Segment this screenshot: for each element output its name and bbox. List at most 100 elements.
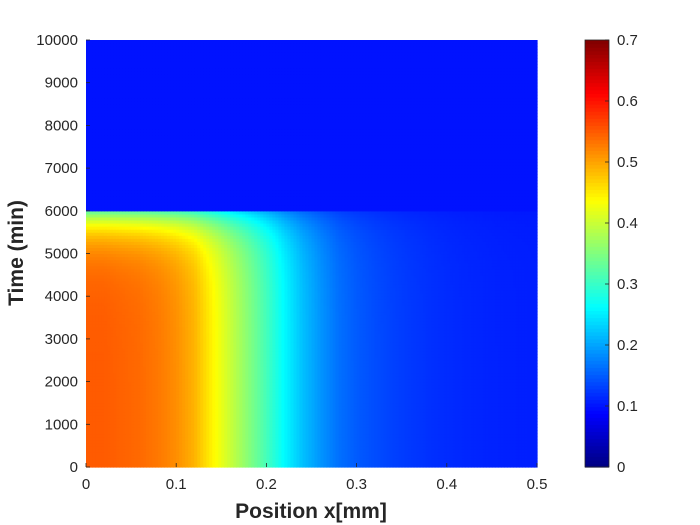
heatmap-cell — [113, 451, 117, 456]
heatmap-cell — [404, 460, 409, 465]
heatmap-cell — [347, 436, 352, 441]
heatmap-cell — [512, 433, 517, 438]
heatmap-cell — [449, 433, 454, 438]
heatmap-cell — [119, 384, 123, 389]
heatmap-cell — [137, 396, 141, 401]
heatmap-cell — [449, 436, 454, 441]
heatmap-cell — [491, 433, 496, 438]
heatmap-cell — [101, 393, 105, 398]
heatmap-cell — [215, 448, 219, 453]
heatmap-cell — [86, 427, 90, 431]
heatmap-cell — [530, 402, 535, 407]
heatmap-cell — [443, 421, 448, 425]
heatmap-cell — [125, 451, 129, 456]
heatmap-cell — [236, 427, 240, 431]
heatmap-cell — [128, 390, 132, 395]
heatmap-cell — [476, 412, 481, 416]
heatmap-cell — [251, 409, 255, 413]
heatmap-cell — [116, 433, 120, 438]
heatmap-cell — [278, 406, 283, 410]
heatmap-cell — [218, 412, 222, 416]
heatmap-cell — [197, 427, 201, 431]
heatmap-cell — [422, 415, 427, 419]
heatmap-cell — [269, 448, 274, 453]
heatmap-cell — [98, 451, 102, 456]
heatmap-cell — [272, 396, 277, 401]
heatmap-cell — [110, 427, 114, 431]
heatmap-cell — [497, 454, 502, 459]
heatmap-cell — [491, 402, 496, 407]
heatmap-cell — [464, 418, 469, 422]
heatmap-cell — [434, 451, 439, 456]
heatmap-cell — [476, 430, 481, 435]
heatmap-cell — [476, 421, 481, 425]
heatmap-cell — [161, 427, 165, 431]
heatmap-cell — [263, 393, 267, 398]
heatmap-cell — [404, 424, 409, 428]
heatmap-cell — [359, 387, 364, 392]
heatmap-cell — [530, 387, 535, 392]
heatmap-cell — [401, 445, 406, 450]
heatmap-cell — [89, 415, 93, 419]
heatmap-cell — [413, 445, 418, 450]
heatmap-cell — [176, 427, 180, 431]
heatmap-cell — [332, 393, 337, 398]
heatmap-cell — [284, 415, 289, 419]
heatmap-cell — [443, 412, 448, 416]
heatmap-cell — [347, 406, 352, 410]
heatmap-cell — [125, 399, 129, 404]
heatmap-cell — [218, 430, 222, 435]
heatmap-cell — [284, 387, 289, 392]
heatmap-cell — [128, 430, 132, 435]
heatmap-cell — [407, 439, 412, 444]
heatmap-cell — [179, 427, 183, 431]
heatmap-cell — [224, 427, 228, 431]
heatmap-cell — [404, 436, 409, 441]
heatmap-cell — [407, 424, 412, 428]
heatmap-cell — [134, 402, 138, 407]
heatmap-cell — [509, 427, 514, 431]
heatmap-cell — [341, 402, 346, 407]
heatmap-cell — [479, 436, 484, 441]
heatmap-cell — [233, 402, 237, 407]
heatmap-cell — [206, 436, 210, 441]
heatmap-cell — [521, 390, 526, 395]
heatmap-cell — [437, 406, 442, 410]
heatmap-cell — [485, 433, 490, 438]
heatmap-cell — [134, 433, 138, 438]
heatmap-cell — [224, 454, 228, 459]
heatmap-cell — [206, 387, 210, 392]
heatmap-cell — [275, 402, 280, 407]
heatmap-cell — [116, 396, 120, 401]
heatmap-cell — [494, 406, 499, 410]
heatmap-cell — [512, 393, 517, 398]
heatmap-cell — [191, 402, 195, 407]
heatmap-cell — [146, 460, 150, 465]
heatmap-cell — [128, 445, 132, 450]
heatmap-cell — [251, 406, 255, 410]
heatmap-cell — [485, 387, 490, 392]
heatmap-cell — [485, 402, 490, 407]
heatmap-cell — [434, 421, 439, 425]
heatmap-cell — [437, 415, 442, 419]
heatmap-cell — [314, 390, 319, 395]
heatmap-cell — [464, 396, 469, 401]
heatmap-cell — [89, 445, 93, 450]
heatmap-cell — [383, 402, 388, 407]
heatmap-cell — [326, 399, 331, 404]
heatmap-cell — [371, 439, 376, 444]
heatmap-cell — [485, 451, 490, 456]
heatmap-cell — [389, 445, 394, 450]
heatmap-cell — [461, 415, 466, 419]
heatmap-cell — [407, 396, 412, 401]
heatmap-cell — [143, 406, 147, 410]
heatmap-cell — [188, 442, 192, 447]
heatmap-cell — [470, 445, 475, 450]
heatmap-cell — [473, 399, 478, 404]
heatmap-cell — [506, 415, 511, 419]
heatmap-cell — [401, 457, 406, 462]
heatmap-cell — [245, 390, 249, 395]
heatmap-cell — [479, 412, 484, 416]
heatmap-cell — [395, 399, 400, 404]
heatmap-cell — [131, 448, 135, 453]
